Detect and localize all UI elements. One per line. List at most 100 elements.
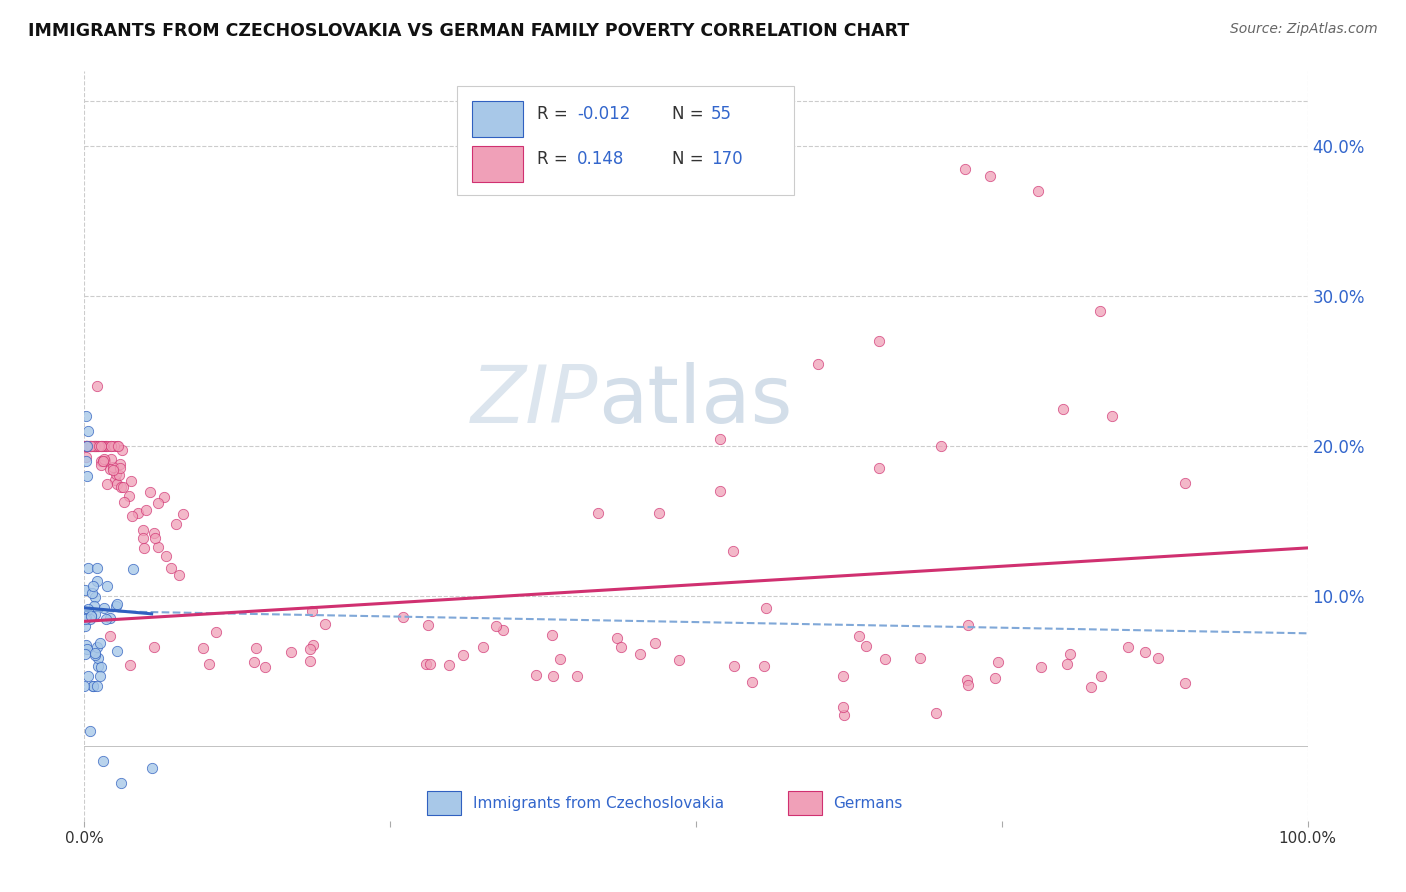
Point xyxy=(89,669,111,683)
Point xyxy=(93,451,115,466)
FancyBboxPatch shape xyxy=(472,145,523,181)
Point xyxy=(98,629,121,643)
Point xyxy=(86,379,108,393)
Point xyxy=(82,439,104,453)
Point xyxy=(108,467,131,482)
Point xyxy=(75,439,97,453)
Point xyxy=(79,439,101,453)
Point xyxy=(253,659,276,673)
Text: ZIP: ZIP xyxy=(471,362,598,440)
Point xyxy=(415,657,437,672)
Point xyxy=(96,579,118,593)
Point xyxy=(75,439,97,453)
Point xyxy=(84,439,107,453)
Point xyxy=(75,439,97,453)
Point xyxy=(160,560,183,574)
Point xyxy=(77,439,100,453)
Point xyxy=(956,673,979,687)
Point xyxy=(80,586,103,600)
Point xyxy=(1056,657,1078,671)
Point xyxy=(91,754,114,768)
Point xyxy=(98,462,121,476)
Point xyxy=(80,439,103,453)
Point xyxy=(135,503,157,517)
Text: atlas: atlas xyxy=(598,362,793,440)
Point xyxy=(87,439,110,453)
Text: 170: 170 xyxy=(710,150,742,168)
Point xyxy=(93,454,115,468)
Point xyxy=(103,459,125,474)
Point xyxy=(957,618,980,632)
Point xyxy=(301,604,323,618)
Point xyxy=(1028,184,1050,198)
Point xyxy=(929,439,952,453)
Point xyxy=(96,439,118,453)
Point xyxy=(86,679,108,693)
Point xyxy=(723,658,745,673)
Point xyxy=(606,631,628,645)
Point xyxy=(73,647,96,661)
FancyBboxPatch shape xyxy=(787,791,823,815)
Text: R =: R = xyxy=(537,150,574,168)
Point xyxy=(101,463,124,477)
Point xyxy=(148,541,170,555)
Point xyxy=(91,439,114,453)
Point xyxy=(93,600,115,615)
Point xyxy=(76,439,98,453)
Point xyxy=(245,640,267,655)
Point xyxy=(105,467,128,482)
Point xyxy=(755,601,778,615)
Point xyxy=(100,439,122,453)
Point xyxy=(107,439,129,453)
Point xyxy=(984,671,1007,685)
Text: Immigrants from Czechoslovakia: Immigrants from Czechoslovakia xyxy=(474,796,724,811)
Point xyxy=(94,439,117,453)
Point xyxy=(79,612,101,626)
Point xyxy=(565,669,588,683)
Point xyxy=(77,561,100,575)
Point xyxy=(979,169,1001,184)
Point xyxy=(120,657,142,672)
Point xyxy=(83,439,105,453)
Point xyxy=(298,654,321,668)
Point xyxy=(76,439,98,453)
Text: 0.148: 0.148 xyxy=(578,150,624,168)
Point xyxy=(807,357,830,371)
Point xyxy=(146,496,169,510)
Point xyxy=(908,651,931,665)
Point xyxy=(87,651,110,665)
Point xyxy=(172,507,194,521)
Point xyxy=(90,439,112,453)
Point xyxy=(75,439,97,453)
Point xyxy=(924,706,946,721)
Point xyxy=(1174,476,1197,491)
Point xyxy=(299,642,322,657)
Point xyxy=(280,644,302,658)
Point xyxy=(167,568,190,582)
Point xyxy=(1059,647,1081,661)
Point xyxy=(314,617,336,632)
Point xyxy=(471,640,494,654)
Point xyxy=(96,439,118,453)
Point xyxy=(75,450,97,465)
Point xyxy=(90,660,112,674)
Point xyxy=(492,623,515,637)
Point xyxy=(96,477,118,491)
Point xyxy=(628,648,651,662)
Point xyxy=(73,612,96,626)
Point xyxy=(165,516,187,531)
Point xyxy=(139,485,162,500)
Text: Source: ZipAtlas.com: Source: ZipAtlas.com xyxy=(1230,22,1378,37)
Point xyxy=(110,461,132,475)
Point xyxy=(191,640,214,655)
Point xyxy=(869,461,891,475)
Point xyxy=(75,439,97,453)
Point xyxy=(153,490,176,504)
Text: N =: N = xyxy=(672,150,709,168)
Point xyxy=(75,439,97,453)
Point xyxy=(75,619,97,633)
Point xyxy=(855,639,877,653)
Point xyxy=(416,618,439,632)
Point xyxy=(142,640,165,654)
Point xyxy=(100,451,122,466)
